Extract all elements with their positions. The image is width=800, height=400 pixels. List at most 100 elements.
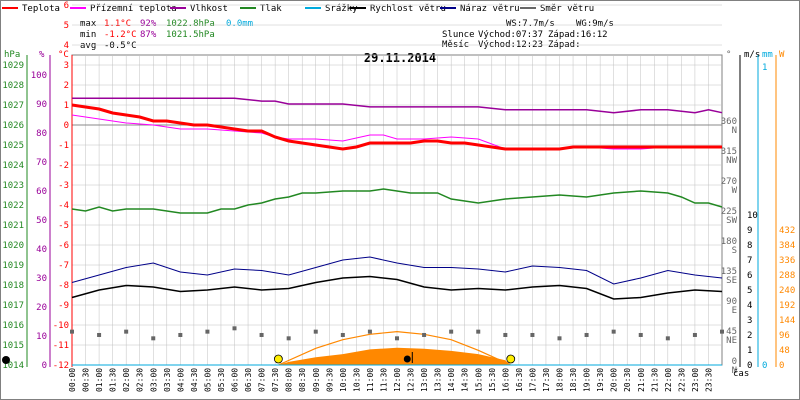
- humidity-line: [72, 97, 723, 114]
- wind-tick-label: 4: [747, 301, 752, 311]
- wind-tick-label: 6: [747, 271, 752, 281]
- x-tick-label: 05:30: [217, 368, 226, 392]
- humidity-tick-label: 0: [42, 361, 47, 371]
- wind-tick-label: 9: [747, 226, 752, 236]
- direction-tick-dir: S: [732, 246, 737, 256]
- stats-max-hum: 92%: [140, 19, 157, 29]
- wind-tick-label: 10: [747, 211, 758, 221]
- x-tick-label: 15:00: [474, 368, 483, 392]
- direction-tick-dir: W: [732, 186, 738, 196]
- unit-deg: °: [726, 50, 731, 60]
- x-tick-label: 08:00: [285, 368, 294, 392]
- humidity-tick-label: 100: [31, 71, 47, 81]
- direction-tick-dir: N: [732, 366, 737, 376]
- x-tick-label: 16:00: [501, 368, 510, 392]
- direction-point: [178, 332, 183, 337]
- axis-unit-labels: hPa % °C ° m/s mm W: [4, 50, 785, 60]
- legend-label: Teplota: [22, 4, 60, 14]
- temperature-tick-label: -10: [53, 321, 69, 331]
- radiation-area: [277, 347, 511, 365]
- x-tick-label: 23:30: [704, 368, 713, 392]
- pressure-line: [71, 188, 723, 214]
- x-tick-label: 13:00: [420, 368, 429, 392]
- x-tick-label: 14:00: [447, 368, 456, 392]
- direction-point: [340, 332, 345, 337]
- x-tick-label: 10:00: [339, 368, 348, 392]
- pressure-tick-label: 1016: [2, 321, 24, 331]
- rain-indicator-dot: [2, 356, 10, 364]
- stats-min-label: min: [80, 30, 96, 40]
- temperature-tick-label: -5: [58, 221, 69, 231]
- radiation-tick-label: 384: [779, 241, 795, 251]
- temperature-tick-label: -8: [58, 281, 69, 291]
- x-tick-label: 02:00: [122, 368, 131, 392]
- legend-label: Srážky: [325, 4, 358, 14]
- direction-point: [313, 329, 318, 334]
- direction-point: [367, 329, 372, 334]
- direction-point: [232, 326, 237, 331]
- temperature-line: [71, 103, 722, 151]
- rain-tick-label: 1: [762, 63, 767, 73]
- wind-speed-line: [71, 275, 723, 300]
- x-tick-label: 00:30: [82, 368, 91, 392]
- left-axes: 1014101510161017101810191020102110221023…: [2, 1, 73, 371]
- x-tick-label: 14:30: [461, 368, 470, 392]
- humidity-tick-label: 10: [36, 332, 47, 342]
- unit-degc: °C: [58, 50, 69, 60]
- radiation-tick-label: 192: [779, 301, 795, 311]
- x-tick-label: 20:30: [623, 368, 632, 392]
- legend: Teplota Přízemní teplota Vlhkost Tlak Srážky…: [2, 4, 594, 14]
- x-tick-label: 02:30: [136, 368, 145, 392]
- humidity-tick-label: 80: [36, 129, 47, 139]
- sunset-text: Západ:16:12: [548, 30, 608, 40]
- temperature-tick-label: -9: [58, 301, 69, 311]
- direction-tick-label: 90: [726, 297, 737, 307]
- radiation-tick-label: 144: [779, 316, 795, 326]
- temperature-tick-label: 5: [64, 21, 69, 31]
- x-tick-label: 23:00: [691, 368, 700, 392]
- temperature-tick-label: -2: [58, 161, 69, 171]
- direction-tick-label: 45: [726, 327, 737, 337]
- unit-ms: m/s: [744, 50, 760, 60]
- temperature-tick-label: 2: [64, 81, 69, 91]
- direction-point: [503, 332, 508, 337]
- temperature-tick-label: -11: [53, 341, 69, 351]
- wind-tick-label: 5: [747, 286, 752, 296]
- stats-max-temp: 1.1°C: [104, 19, 131, 29]
- stats-max-press: 1022.8hPa: [166, 19, 215, 29]
- moonrise-marker: [403, 355, 411, 363]
- temperature-tick-label: -4: [58, 201, 69, 211]
- direction-tick-dir: SW: [726, 216, 737, 226]
- x-tick-label: 19:00: [583, 368, 592, 392]
- x-tick-label: 05:00: [203, 368, 212, 392]
- x-tick-label: 01:00: [95, 368, 104, 392]
- wind-tick-label: 0: [747, 361, 752, 371]
- x-tick-label: 12:30: [407, 368, 416, 392]
- x-tick-label: 11:30: [379, 368, 388, 392]
- radiation-tick-label: 432: [779, 226, 795, 236]
- x-axis: 00:00 00:30 01:00 01:30 02:00 02:30 03:00 03:30…: [68, 364, 722, 392]
- legend-label: Tlak: [260, 4, 282, 14]
- direction-tick-label: 135: [721, 267, 737, 277]
- direction-point: [476, 329, 481, 334]
- plot-area: [70, 97, 724, 366]
- legend-label: Směr větru: [540, 4, 594, 14]
- x-tick-label: 13:30: [434, 368, 443, 392]
- pressure-tick-label: 1020: [2, 241, 24, 251]
- radiation-tick-label: 240: [779, 286, 795, 296]
- x-tick-label: 20:00: [610, 368, 619, 392]
- temperature-tick-label: 0: [64, 121, 69, 131]
- stats-block: max 1.1°C 92% 1022.8hPa 0.0mm min -1.2°C…: [80, 19, 253, 51]
- temperature-tick-label: 6: [64, 1, 69, 11]
- direction-tick-dir: N: [732, 126, 737, 136]
- x-tick-label: 09:00: [312, 368, 321, 392]
- x-tick-label: 07:00: [258, 368, 267, 392]
- wind-tick-label: 2: [747, 331, 752, 341]
- stats-avg-label: avg: [80, 41, 96, 51]
- x-tick-label: 19:30: [596, 368, 605, 392]
- direction-tick-label: 315: [721, 147, 737, 157]
- direction-tick-dir: NE: [726, 336, 737, 346]
- x-tick-label: 09:30: [325, 368, 334, 392]
- radiation-tick-label: 288: [779, 271, 795, 281]
